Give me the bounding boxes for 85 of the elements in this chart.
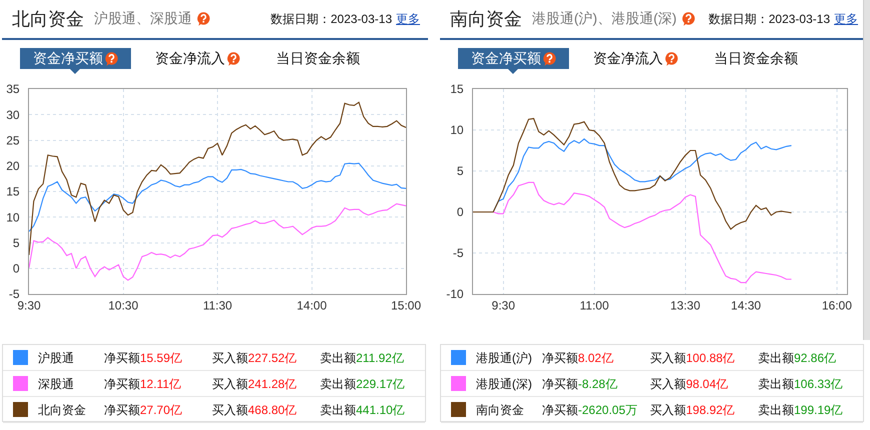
text: 资金净买额 xyxy=(33,50,103,68)
text: 27.70亿 xyxy=(140,402,182,419)
text: 买入额 xyxy=(650,376,686,393)
text: 卖出额 xyxy=(758,350,794,367)
text: 买入额 xyxy=(650,350,686,367)
text: 12.11亿 xyxy=(140,376,182,393)
y-tick-label: -5 xyxy=(8,287,20,302)
chart-title: 北向资金 xyxy=(12,8,84,31)
line-series xyxy=(29,162,406,232)
chart-title: 南向资金 xyxy=(450,8,522,31)
y-tick-label: -5 xyxy=(452,246,464,260)
y-tick-label: -10 xyxy=(446,287,464,302)
x-tick-label: 13:30 xyxy=(670,298,701,312)
y-tick-label: 0 xyxy=(12,262,20,276)
chart-subtitle: 港股通(沪)、港股通(深) xyxy=(532,10,677,28)
x-tick-label: 16:00 xyxy=(822,298,852,312)
y-tick-label: 15 xyxy=(450,82,464,96)
legend-label: 南向资金 xyxy=(476,402,524,419)
text: 更多 xyxy=(396,11,420,28)
legend-label: 港股通(深) xyxy=(476,376,532,393)
legend-label: 港股通(沪) xyxy=(476,350,532,367)
y-tick-label: 5 xyxy=(12,236,20,250)
x-tick-label: 14:30 xyxy=(730,298,762,312)
text: 买入额 xyxy=(650,402,686,419)
y-tick-label: 10 xyxy=(6,210,20,224)
text: 441.10亿 xyxy=(356,402,405,419)
x-tick-label: 14:00 xyxy=(296,298,328,312)
text: 净买额 xyxy=(104,350,140,367)
x-tick-label: 15:00 xyxy=(390,298,422,312)
y-tick-label: 5 xyxy=(456,164,464,178)
text: 净买额 xyxy=(542,376,578,393)
text: 100.88亿 xyxy=(686,350,735,367)
text: 当日资金余额 xyxy=(276,50,360,68)
line-series xyxy=(473,118,792,230)
text: 468.80亿 xyxy=(248,402,297,419)
text: 卖出额 xyxy=(320,376,356,393)
x-tick-label: 10:30 xyxy=(108,298,139,312)
y-tick-label: 35 xyxy=(6,82,20,96)
text: 净买额 xyxy=(542,402,578,419)
text: 卖出额 xyxy=(758,402,794,419)
line-series xyxy=(29,203,406,281)
text: 8.02亿 xyxy=(578,350,614,367)
text: 净买额 xyxy=(542,350,578,367)
x-tick-label: 11:30 xyxy=(202,298,232,312)
legend-label: 沪股通 xyxy=(38,350,74,367)
text: 当日资金余额 xyxy=(714,50,798,68)
text: -2620.05万 xyxy=(578,402,638,419)
text: 更多 xyxy=(834,11,858,28)
x-tick-label: 9:30 xyxy=(492,298,516,312)
y-tick-label: 10 xyxy=(450,123,464,138)
text: 数据日期：2023-03-13 xyxy=(270,11,392,28)
x-tick-label: 11:00 xyxy=(580,298,610,312)
text: 198.92亿 xyxy=(686,402,735,419)
text: 买入额 xyxy=(212,376,248,393)
text: 净买额 xyxy=(104,402,140,419)
y-tick-label: 15 xyxy=(6,184,20,199)
y-tick-label: 20 xyxy=(6,159,20,174)
text: 227.52亿 xyxy=(248,350,297,367)
text: 229.17亿 xyxy=(356,376,405,393)
y-tick-label: 0 xyxy=(456,205,464,220)
chart-subtitle: 沪股通、深股通 xyxy=(94,10,192,28)
text: 241.28亿 xyxy=(248,376,297,393)
y-tick-label: 25 xyxy=(6,133,20,148)
text: 15.59亿 xyxy=(140,350,182,367)
text: 资金净流入 xyxy=(155,50,225,68)
text: 199.19亿 xyxy=(794,402,843,419)
text: 98.04亿 xyxy=(686,376,728,393)
text: 买入额 xyxy=(212,402,248,419)
text: 资金净买额 xyxy=(471,50,541,68)
legend-label: 深股通 xyxy=(38,376,74,393)
text: 买入额 xyxy=(212,350,248,367)
text: 卖出额 xyxy=(320,402,356,419)
text: 卖出额 xyxy=(758,376,794,393)
text: 卖出额 xyxy=(320,350,356,367)
text: 净买额 xyxy=(104,376,140,393)
text: 资金净流入 xyxy=(593,50,663,68)
y-tick-label: 30 xyxy=(6,108,20,122)
x-tick-label: 9:30 xyxy=(17,298,41,312)
legend-label: 北向资金 xyxy=(38,402,86,419)
line-series xyxy=(29,102,406,256)
text: 106.33亿 xyxy=(794,376,843,393)
text: 211.92亿 xyxy=(356,350,404,367)
text: -8.28亿 xyxy=(578,376,618,393)
text: 92.86亿 xyxy=(794,350,836,367)
text: 数据日期：2023-03-13 xyxy=(708,11,830,28)
